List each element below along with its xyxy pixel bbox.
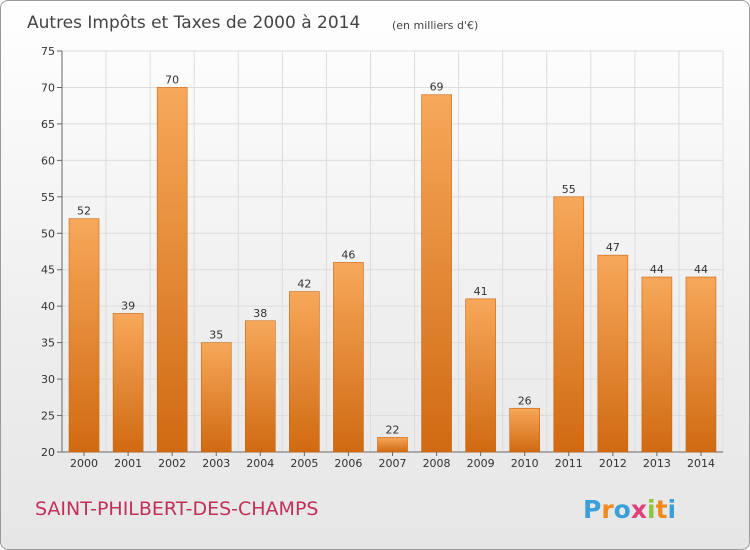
y-tick-label: 65 bbox=[41, 118, 55, 131]
y-tick-label: 60 bbox=[41, 154, 55, 167]
logo-letter: i bbox=[668, 495, 677, 524]
bar bbox=[641, 276, 673, 453]
data-label: 22 bbox=[386, 423, 400, 436]
x-tick-label: 2009 bbox=[467, 457, 495, 470]
y-tick-label: 55 bbox=[41, 191, 55, 204]
bar bbox=[112, 313, 144, 453]
data-label: 69 bbox=[430, 81, 444, 94]
bar bbox=[553, 196, 585, 453]
y-tick-label: 50 bbox=[41, 227, 55, 240]
bar bbox=[421, 94, 452, 453]
data-label: 38 bbox=[253, 307, 267, 320]
y-tick-label: 70 bbox=[41, 81, 55, 94]
x-tick-label: 2010 bbox=[511, 457, 539, 470]
y-tick-label: 35 bbox=[41, 337, 55, 350]
data-label: 41 bbox=[474, 285, 488, 298]
chart-title: Autres Impôts et Taxes de 2000 à 2014 bbox=[27, 13, 360, 33]
bar bbox=[333, 262, 364, 453]
x-tick-label: 2006 bbox=[334, 457, 362, 470]
data-label: 44 bbox=[694, 263, 708, 276]
logo-letter: o bbox=[614, 495, 631, 524]
x-tick-label: 2001 bbox=[114, 457, 142, 470]
logo-letter: P bbox=[583, 495, 601, 524]
data-label: 26 bbox=[518, 394, 532, 407]
y-tick-label: 25 bbox=[41, 410, 55, 423]
brand-logo: Proxiti bbox=[583, 495, 676, 524]
x-tick-label: 2013 bbox=[643, 457, 671, 470]
data-labels: 52 39 70 35 38 42 46 22 69 41 26 55 47 44 44 bbox=[77, 73, 708, 436]
bar bbox=[200, 342, 232, 453]
x-tick-label: 2002 bbox=[158, 457, 186, 470]
x-tick-label: 2005 bbox=[290, 457, 318, 470]
bar bbox=[68, 218, 100, 453]
location-name: SAINT-PHILBERT-DES-CHAMPS bbox=[35, 498, 318, 520]
y-tick-label: 45 bbox=[41, 264, 55, 277]
x-tick-label: 2011 bbox=[555, 457, 583, 470]
x-tick-label: 2008 bbox=[423, 457, 451, 470]
bar bbox=[597, 254, 629, 453]
data-label: 52 bbox=[77, 205, 91, 218]
x-tick-label: 2012 bbox=[599, 457, 627, 470]
x-tick-labels: 2000 2001 2002 2003 2004 2005 2006 2007 2008 2009… bbox=[70, 457, 715, 470]
bar bbox=[377, 437, 408, 453]
data-label: 44 bbox=[650, 263, 664, 276]
logo-letter: x bbox=[631, 495, 647, 524]
y-tick-label: 20 bbox=[41, 446, 55, 459]
bar bbox=[509, 407, 541, 453]
bar bbox=[156, 87, 188, 453]
y-tick-label: 30 bbox=[41, 373, 55, 386]
logo-letter: t bbox=[656, 495, 668, 524]
chart-subtitle: (en milliers d'€) bbox=[392, 19, 478, 32]
y-tick-label: 40 bbox=[41, 300, 55, 313]
data-label: 55 bbox=[562, 183, 576, 196]
data-label: 39 bbox=[121, 299, 135, 312]
bar bbox=[465, 298, 496, 453]
x-tick-label: 2000 bbox=[70, 457, 98, 470]
logo-letter: i bbox=[647, 495, 656, 524]
bar bbox=[245, 320, 276, 453]
bars bbox=[68, 87, 717, 453]
y-tick-labels: 20 25 30 35 40 45 50 55 60 65 70 75 bbox=[41, 45, 55, 459]
x-tick-label: 2004 bbox=[246, 457, 274, 470]
data-label: 70 bbox=[165, 73, 179, 86]
x-tick-label: 2014 bbox=[687, 457, 715, 470]
y-tick-label: 75 bbox=[41, 45, 55, 58]
bar bbox=[289, 291, 320, 453]
data-label: 35 bbox=[209, 329, 223, 342]
logo-letter: r bbox=[601, 495, 614, 524]
data-label: 47 bbox=[606, 241, 620, 254]
x-tick-label: 2003 bbox=[202, 457, 230, 470]
bar bbox=[685, 276, 717, 453]
x-tick-label: 2007 bbox=[379, 457, 407, 470]
data-label: 42 bbox=[297, 278, 311, 291]
data-label: 46 bbox=[341, 248, 355, 261]
